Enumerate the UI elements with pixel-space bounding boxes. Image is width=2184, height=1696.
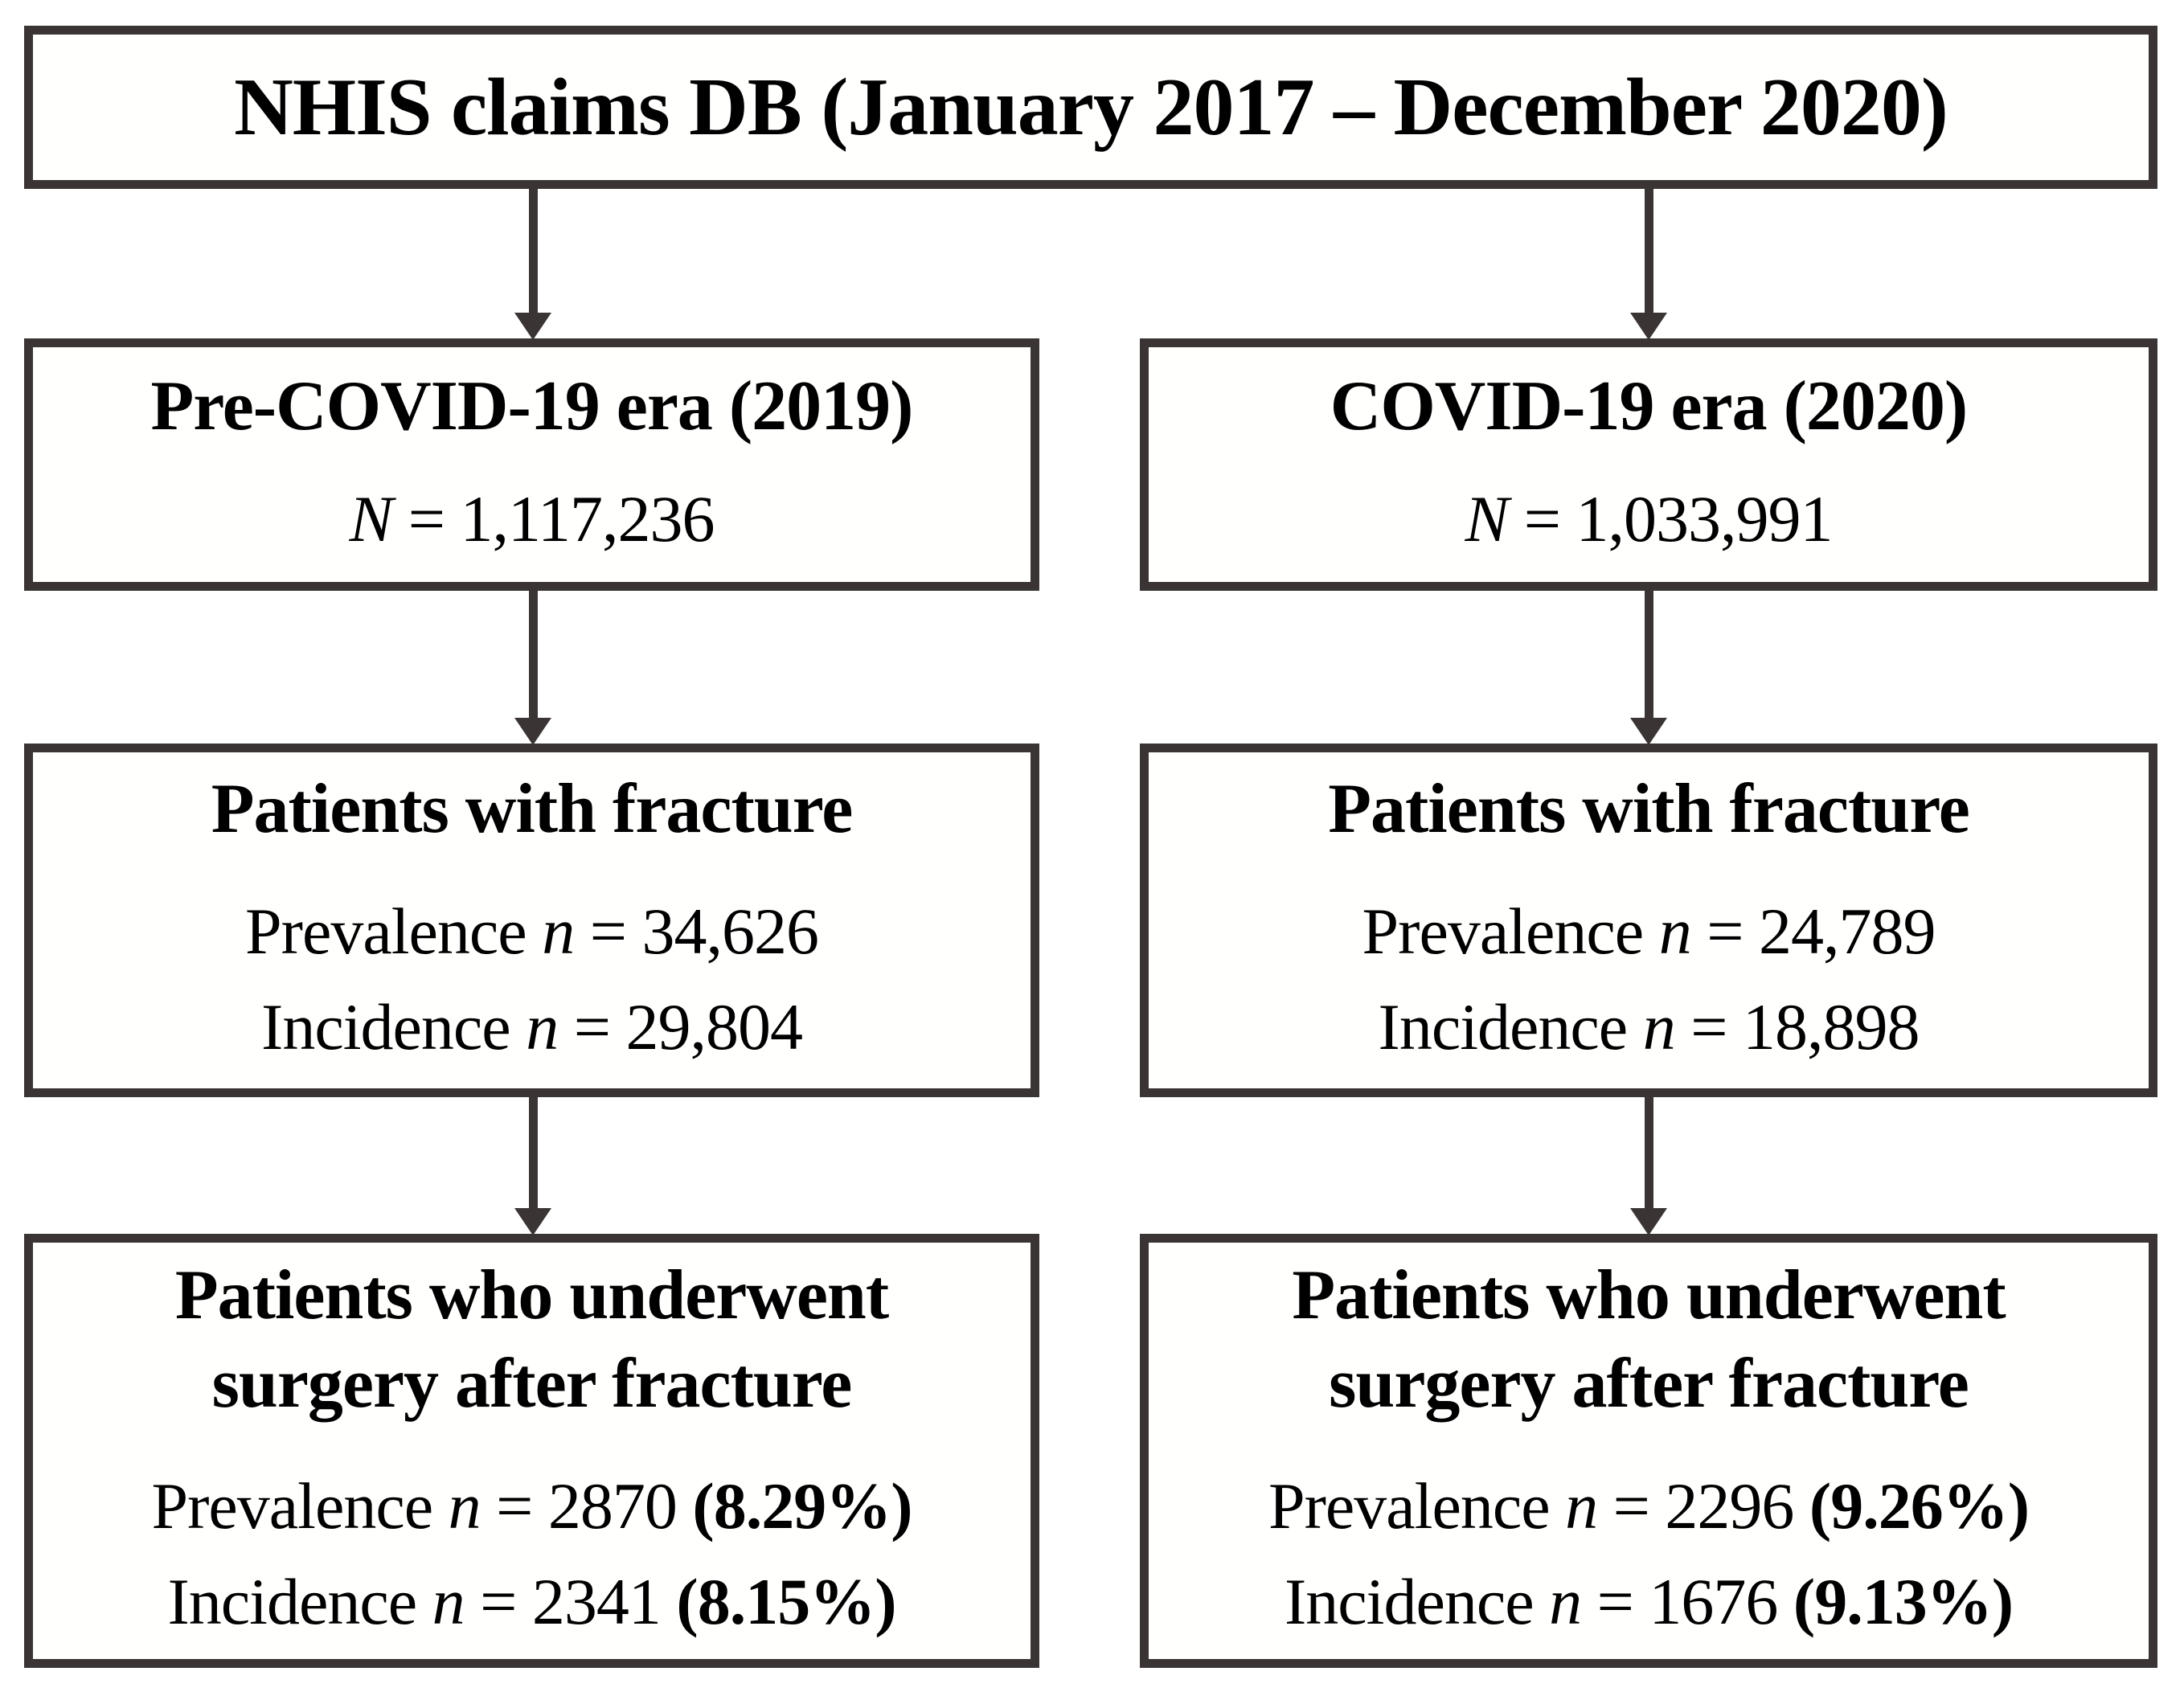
arrow-head-icon (514, 1208, 551, 1235)
arrow-db-to-precovid (514, 189, 551, 340)
stat-value: = 29,804 (573, 990, 803, 1063)
nhis-db-box: NHIS claims DB (January 2017 – December … (24, 26, 2157, 189)
pre-covid-n-line: N = 1,117,236 (350, 472, 715, 567)
n-symbol: n (1642, 990, 1676, 1063)
stat-value: = 2341 (480, 1565, 662, 1638)
stat-label: Incidence (167, 1565, 417, 1638)
stat-label: Prevalence (245, 895, 527, 969)
n-symbol: n (542, 895, 575, 969)
nhis-db-title: NHIS claims DB (January 2017 – December … (234, 61, 1948, 153)
arrow-head-icon (1630, 718, 1667, 745)
arrow-db-to-covid (1630, 189, 1667, 340)
incidence-line: Incidence n = 2341 (8.15%) (167, 1555, 896, 1650)
stat-label: Prevalence (151, 1469, 433, 1543)
incidence-line: Incidence n = 18,898 (1379, 980, 1920, 1075)
stat-percent: (9.13%) (1793, 1565, 2014, 1638)
n-symbol: N (1465, 481, 1510, 555)
n-value: = 1,033,991 (1523, 481, 1834, 555)
arrow-shaft (528, 189, 538, 313)
fracture-heading: Patients with fracture (211, 770, 853, 849)
prevalence-line: Prevalence n = 34,626 (245, 884, 819, 980)
stat-label: Incidence (261, 990, 511, 1063)
arrow-shaft (1644, 189, 1653, 313)
incidence-line: Incidence n = 29,804 (261, 980, 803, 1075)
pre-covid-fracture-box: Patients with fracture Prevalence n = 34… (24, 744, 1039, 1097)
pre-covid-era-heading: Pre-COVID-19 era (2019) (150, 367, 914, 445)
n-symbol: n (526, 990, 559, 1063)
covid-surgery-box: Patients who underwent surgery after fra… (1140, 1234, 2157, 1668)
arrow-covid-to-fracture (1630, 591, 1667, 745)
arrow-shaft (528, 1097, 538, 1208)
arrow-head-icon (514, 313, 551, 340)
incidence-line: Incidence n = 1676 (9.13%) (1284, 1555, 2014, 1650)
covid-era-box: COVID-19 era (2020) N = 1,033,991 (1140, 338, 2157, 591)
arrow-head-icon (514, 718, 551, 745)
surgery-heading: Patients who underwent surgery after fra… (174, 1256, 889, 1424)
prevalence-line: Prevalence n = 24,789 (1362, 884, 1936, 980)
n-symbol: n (448, 1469, 481, 1543)
stat-value: = 1676 (1596, 1565, 1779, 1638)
n-symbol: n (432, 1565, 465, 1638)
pre-covid-surgery-box: Patients who underwent surgery after fra… (24, 1234, 1039, 1668)
stat-percent: (9.26%) (1809, 1469, 2030, 1543)
stat-percent: (8.29%) (692, 1469, 912, 1543)
stat-value: = 24,789 (1707, 895, 1936, 969)
stat-percent: (8.15%) (676, 1565, 896, 1638)
stat-label: Prevalence (1268, 1469, 1551, 1543)
covid-era-heading: COVID-19 era (2020) (1330, 367, 1968, 445)
prevalence-line: Prevalence n = 2296 (9.26%) (1268, 1459, 2030, 1555)
covid-fracture-box: Patients with fracture Prevalence n = 24… (1140, 744, 2157, 1097)
arrow-precovid-to-fracture (514, 591, 551, 745)
arrow-fracture-to-surgery-left (514, 1097, 551, 1235)
pre-covid-era-box: Pre-COVID-19 era (2019) N = 1,117,236 (24, 338, 1039, 591)
arrow-head-icon (1630, 313, 1667, 340)
arrow-shaft (1644, 1097, 1653, 1208)
n-symbol: n (1658, 895, 1692, 969)
stat-label: Prevalence (1362, 895, 1645, 969)
n-symbol: n (1549, 1565, 1582, 1638)
stat-value: = 2296 (1612, 1469, 1795, 1543)
prevalence-line: Prevalence n = 2870 (8.29%) (151, 1459, 912, 1555)
arrow-head-icon (1630, 1208, 1667, 1235)
n-value: = 1,117,236 (408, 481, 715, 555)
n-symbol: n (1565, 1469, 1598, 1543)
arrow-shaft (1644, 591, 1653, 718)
stat-label: Incidence (1378, 990, 1629, 1063)
arrow-shaft (528, 591, 538, 718)
arrow-fracture-to-surgery-right (1630, 1097, 1667, 1235)
stat-label: Incidence (1284, 1565, 1535, 1638)
covid-n-line: N = 1,033,991 (1465, 472, 1834, 567)
fracture-heading: Patients with fracture (1328, 770, 1969, 849)
stat-value: = 18,898 (1690, 990, 1920, 1063)
stat-value: = 2870 (496, 1469, 678, 1543)
stat-value: = 34,626 (589, 895, 819, 969)
surgery-heading: Patients who underwent surgery after fra… (1292, 1256, 2006, 1424)
n-symbol: N (349, 481, 394, 555)
